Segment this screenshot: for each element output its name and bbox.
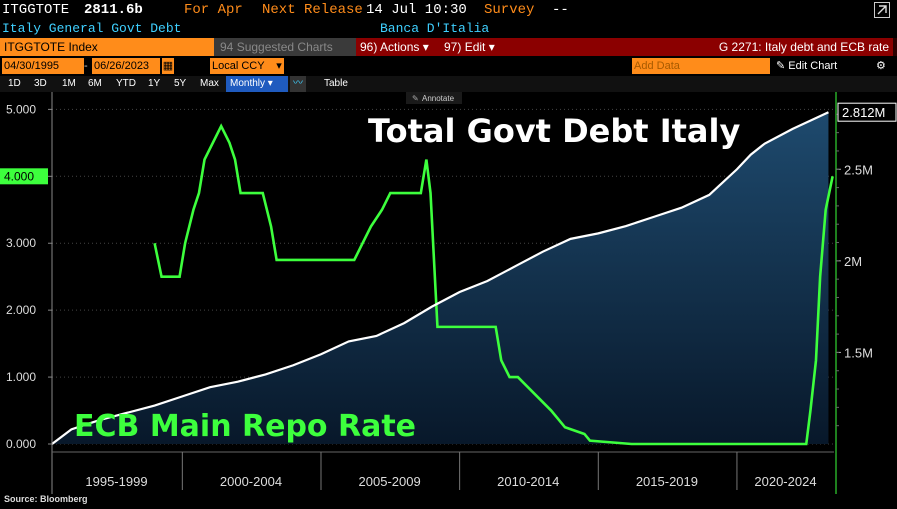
annotation-debt: Total Govt Debt Italy — [368, 112, 740, 150]
toolbar: ITGGTOTE Index 94 Suggested Charts 96) A… — [0, 38, 897, 56]
chevron-down-icon: ▾ — [488, 40, 495, 54]
currency-label: Local CCY — [212, 60, 265, 72]
calendar-icon[interactable]: ▦ — [162, 58, 174, 74]
y-left-tick-label-3: 3.000 — [6, 236, 36, 250]
x-tick-label-5: 2020-2024 — [754, 474, 816, 489]
frequency-label: Monthly — [230, 78, 266, 89]
popout-icon[interactable] — [874, 2, 890, 18]
edit-key: 97) — [444, 40, 462, 54]
table-button[interactable]: Table — [324, 78, 348, 89]
period-ytd[interactable]: YTD — [116, 78, 136, 89]
y-left-tick-label-4: 4.000 — [4, 169, 34, 183]
y-axis-left: 0.000 1.000 2.000 3.000 4.000 5.000 — [0, 92, 53, 494]
next-release: 14 Jul 10:30 — [366, 2, 467, 18]
edit-chart-label: Edit Chart — [788, 60, 838, 72]
x-tick-label-0: 1995-1999 — [85, 474, 147, 489]
y-left-tick-label-2: 2.000 — [6, 303, 36, 317]
period-3d[interactable]: 3D — [34, 78, 47, 89]
period-1y[interactable]: 1Y — [148, 78, 161, 89]
period-5y[interactable]: 5Y — [174, 78, 187, 89]
period-1d[interactable]: 1D — [8, 78, 21, 89]
survey-value: -- — [552, 2, 569, 18]
last-value-box — [837, 102, 897, 122]
edit-menu[interactable]: 97) Edit ▾ — [440, 38, 506, 56]
period-1m[interactable]: 1M — [62, 78, 76, 89]
source-note: Source: Bloomberg — [4, 494, 88, 504]
annotate-icon: ✎ — [412, 94, 419, 103]
x-tick-label-4: 2015-2019 — [636, 474, 698, 489]
range-separator: - — [84, 60, 88, 72]
actions-key: 96) — [360, 40, 378, 54]
y-left-highlight-box — [0, 168, 48, 185]
ticker: ITGGTOTE — [2, 2, 70, 18]
y-right-tick-label-0: 1.5M — [844, 345, 873, 360]
description-row: Italy General Govt Debt Banca D'Italia — [0, 20, 897, 38]
series-line-debt — [51, 111, 829, 445]
line-chart-icon[interactable]: 〰 — [290, 76, 306, 92]
currency-select[interactable]: Local CCY — [210, 58, 274, 74]
debt-area — [52, 112, 829, 444]
frequency-select[interactable]: Monthly ▾ — [226, 76, 288, 92]
y-left-tick-label-5: 5.000 — [6, 102, 36, 116]
y-right-tick-label-2: 2.5M — [844, 162, 873, 177]
security-field[interactable]: ITGGTOTE Index — [0, 38, 216, 56]
chart-title: G 2271: Italy debt and ECB rate — [506, 38, 893, 56]
x-axis: 1995-1999 2000-2004 2005-2009 2010-2014 2015… — [52, 451, 834, 490]
period: For Apr — [184, 2, 243, 18]
annotate-button[interactable]: ✎ Annotate — [406, 92, 462, 104]
x-tick-label-2: 2005-2009 — [359, 474, 421, 489]
range-row: 04/30/1995 - 06/26/2023 ▦ Local CCY ▾ Ad… — [0, 58, 897, 76]
edit-chart-button[interactable]: ✎ Edit Chart — [776, 58, 872, 74]
chevron-down-icon: ▾ — [422, 40, 429, 54]
start-date-input[interactable]: 04/30/1995 — [2, 58, 84, 74]
series-line-ecb-rate — [153, 123, 834, 446]
actions-menu[interactable]: 96) Actions ▾ — [356, 38, 440, 56]
settings-gear-icon[interactable]: ⚙ — [876, 60, 886, 72]
header-row: ITGGTOTE 2811.6b For Apr Next Release 14… — [0, 0, 897, 20]
edit-label: Edit — [464, 40, 486, 54]
y-axis-right: 1.5M 2M 2.5M 2.812M — [835, 92, 897, 494]
chevron-down-icon: ▾ — [267, 78, 273, 89]
source-org: Banca D'Italia — [380, 21, 490, 36]
chevron-down-icon[interactable]: ▾ — [274, 58, 284, 74]
period-max[interactable]: Max — [200, 78, 219, 89]
period-row: 1D 3D 1M 6M YTD 1Y 5Y Max Monthly ▾ 〰 Ta… — [0, 76, 897, 92]
annotation-rate: ECB Main Repo Rate — [74, 409, 416, 444]
x-tick-label-3: 2010-2014 — [497, 474, 559, 489]
suggested-label: Suggested Charts — [236, 40, 333, 54]
end-date-input[interactable]: 06/26/2023 — [92, 58, 160, 74]
y-left-tick-label-1: 1.000 — [6, 370, 36, 384]
chart-svg: ✎ Annotate 0.000 1.000 2.000 3.000 4.000 5.00… — [0, 92, 897, 494]
suggested-charts-button[interactable]: 94 Suggested Charts — [214, 38, 356, 56]
last-value-label: 2.812M — [842, 105, 885, 120]
add-data-input[interactable]: Add Data — [632, 58, 770, 74]
x-tick-label-1: 2000-2004 — [220, 474, 282, 489]
period-6m[interactable]: 6M — [88, 78, 102, 89]
description: Italy General Govt Debt — [2, 21, 182, 36]
y-right-tick-label-1: 2M — [844, 254, 862, 269]
suggested-key: 94 — [220, 40, 234, 54]
next-release-label: Next Release — [262, 2, 363, 18]
annotate-label: Annotate — [422, 94, 455, 103]
last-value: 2811.6b — [84, 2, 143, 18]
pencil-icon: ✎ — [776, 60, 786, 72]
y-left-tick-label-0: 0.000 — [6, 437, 36, 451]
actions-label: Actions — [380, 40, 420, 54]
survey-label: Survey — [484, 2, 535, 18]
